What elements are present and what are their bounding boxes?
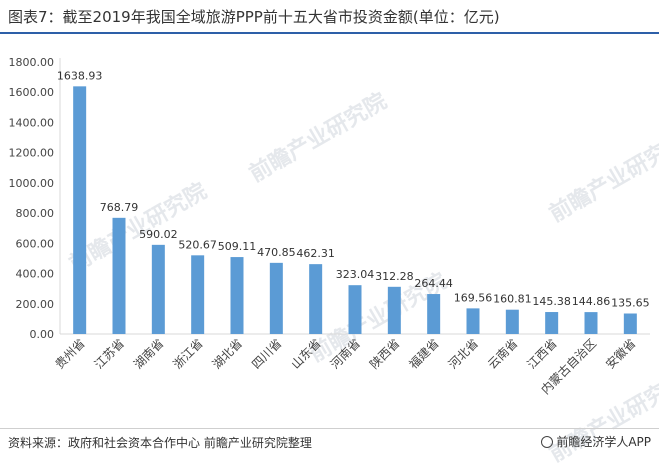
data-label: 462.31 xyxy=(296,247,335,260)
x-tick-label: 江西省 xyxy=(524,336,559,371)
source-note: 资料来源：政府和社会资本合作中心 前瞻产业研究院整理 xyxy=(8,436,312,450)
x-tick-label: 河北省 xyxy=(446,336,481,371)
bar-chart: 0.00 200.00 400.00 600.00 800.00 1000.00 1200.… xyxy=(9,56,650,397)
bar xyxy=(230,257,244,334)
x-tick-label: 河南省 xyxy=(327,336,363,372)
data-label: 1638.93 xyxy=(57,69,103,82)
y-tick-label: 1600.00 xyxy=(9,86,55,99)
bar xyxy=(584,312,598,334)
x-tick-label: 浙江省 xyxy=(170,336,205,371)
bar xyxy=(348,285,362,334)
data-label: 135.65 xyxy=(611,297,650,310)
y-tick-label: 1800.00 xyxy=(9,56,55,69)
chart-title: 图表7：截至2019年我国全域旅游PPP前十五大省市投资金额(单位：亿元) xyxy=(8,8,500,26)
y-tick-label: 200.00 xyxy=(16,298,55,311)
data-label: 520.67 xyxy=(178,238,217,251)
x-tick-label: 福建省 xyxy=(406,336,442,372)
bar xyxy=(427,294,441,334)
bar xyxy=(73,86,87,334)
y-tick-label: 600.00 xyxy=(16,237,55,250)
bar xyxy=(545,312,559,334)
brand-text: 前瞻经济学人APP xyxy=(556,435,651,449)
x-tick-label: 陕西省 xyxy=(366,336,402,372)
y-tick-label: 1200.00 xyxy=(9,147,55,160)
data-label: 160.81 xyxy=(493,293,532,306)
x-tick-label: 湖北省 xyxy=(209,336,245,372)
data-label: 264.44 xyxy=(414,277,453,290)
x-tick-label: 贵州省 xyxy=(52,336,87,371)
data-label: 590.02 xyxy=(139,228,178,241)
title-rule xyxy=(0,32,659,34)
data-label: 144.86 xyxy=(572,295,611,308)
footer-rule xyxy=(0,428,659,429)
x-tick-label: 山东省 xyxy=(288,336,323,371)
y-tick-label: 0.00 xyxy=(30,328,55,341)
y-tick-label: 1000.00 xyxy=(9,177,55,190)
data-label: 768.79 xyxy=(100,201,139,214)
x-tick-label: 江苏省 xyxy=(92,336,127,371)
bar xyxy=(309,264,323,334)
bar xyxy=(466,308,480,334)
bar xyxy=(387,286,401,334)
data-label: 312.28 xyxy=(375,270,414,283)
data-label: 169.56 xyxy=(454,291,493,304)
y-tick-label: 1400.00 xyxy=(9,116,55,129)
x-tick-label: 安徽省 xyxy=(602,336,638,372)
x-tick-label: 湖南省 xyxy=(130,336,166,372)
data-label: 470.85 xyxy=(257,246,296,259)
brand-logo-icon xyxy=(541,435,554,448)
brand-label: 前瞻经济学人APP xyxy=(541,433,651,450)
bar xyxy=(269,262,283,334)
y-tick-label: 400.00 xyxy=(16,268,55,281)
data-label: 323.04 xyxy=(336,268,375,281)
x-tick-label: 四川省 xyxy=(249,336,284,371)
bar xyxy=(505,309,519,334)
data-label: 145.38 xyxy=(532,295,571,308)
data-label: 509.11 xyxy=(218,240,257,253)
x-tick-label: 云南省 xyxy=(484,336,520,372)
bar xyxy=(623,313,637,334)
bar xyxy=(112,217,126,334)
bar xyxy=(191,255,205,334)
y-tick-label: 800.00 xyxy=(16,207,55,220)
bar xyxy=(151,244,165,334)
